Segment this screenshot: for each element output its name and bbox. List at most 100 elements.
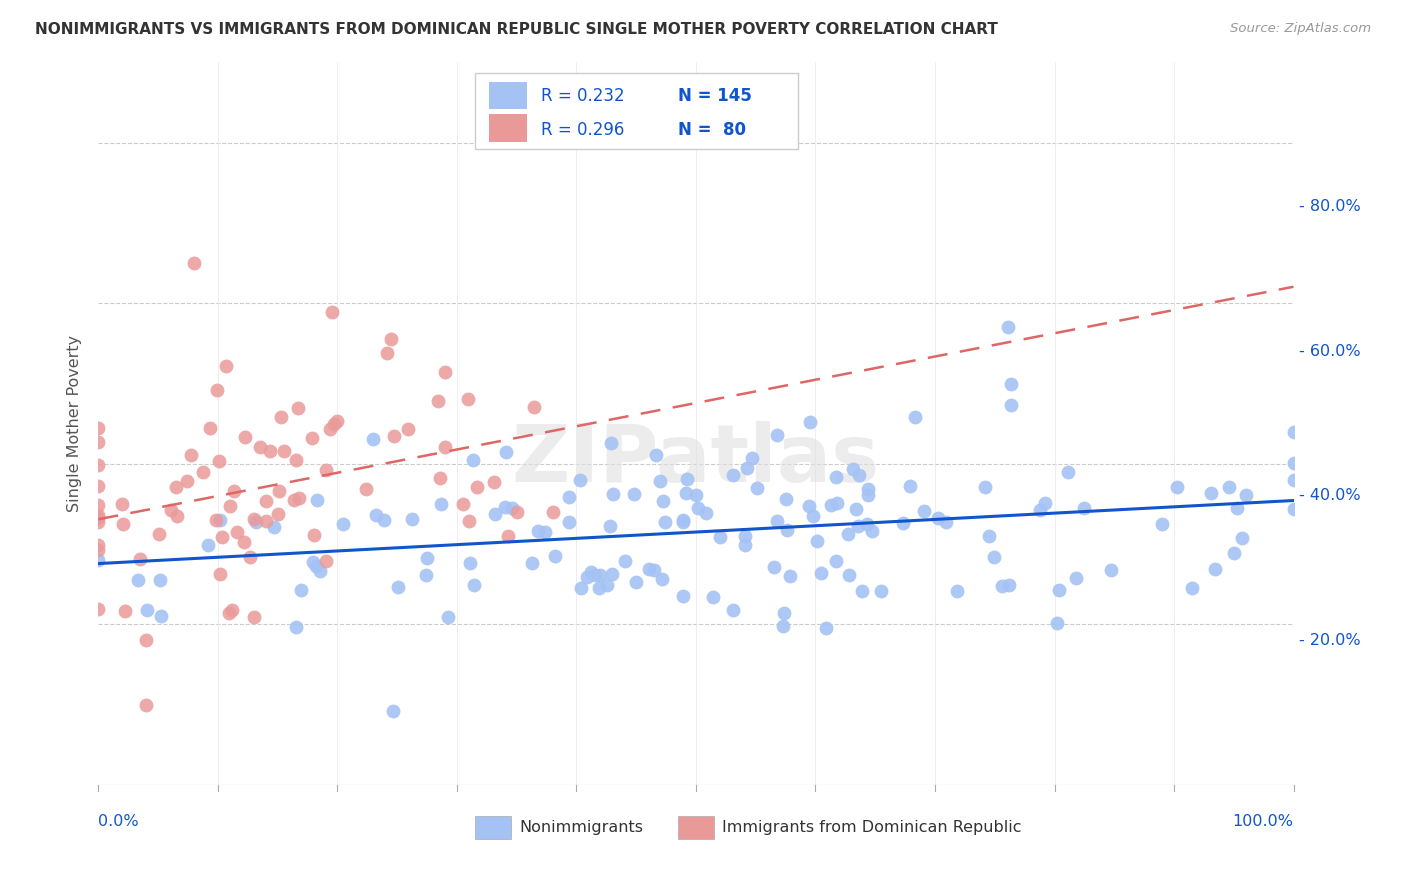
Point <box>433 440 456 454</box>
Point <box>600 566 623 581</box>
Point <box>207 383 229 397</box>
Point <box>233 535 256 549</box>
Point <box>354 482 377 496</box>
Text: R = 0.232: R = 0.232 <box>541 87 624 104</box>
Point <box>685 488 707 502</box>
Point <box>430 497 453 511</box>
Point <box>773 606 796 620</box>
Point <box>600 436 623 450</box>
Point <box>638 562 661 576</box>
Point <box>87 458 110 472</box>
Point <box>87 435 110 450</box>
Point <box>463 453 485 467</box>
Point <box>1150 516 1173 531</box>
Point <box>165 480 187 494</box>
Point <box>302 555 325 569</box>
Point <box>127 573 149 587</box>
Point <box>898 479 921 493</box>
Point <box>315 463 337 477</box>
Point <box>259 443 281 458</box>
Point <box>415 568 437 582</box>
Point <box>87 515 110 529</box>
Point <box>245 515 267 529</box>
Point <box>254 514 277 528</box>
Point <box>304 528 326 542</box>
Point <box>87 511 110 525</box>
Point <box>1199 486 1222 500</box>
Point <box>322 417 344 431</box>
Point <box>191 465 214 479</box>
Point <box>534 525 557 540</box>
Point <box>862 524 884 539</box>
Text: - 60.0%: - 60.0% <box>1299 344 1361 359</box>
Point <box>734 528 756 542</box>
Point <box>856 488 879 502</box>
Point <box>797 499 820 513</box>
Point <box>648 474 671 488</box>
Point <box>990 579 1012 593</box>
Point <box>643 563 665 577</box>
Point <box>1282 456 1305 470</box>
Point <box>1282 425 1305 440</box>
Point <box>845 501 868 516</box>
Point <box>825 496 848 510</box>
Point <box>583 567 606 582</box>
Point <box>541 505 564 519</box>
Point <box>1230 531 1253 545</box>
Point <box>361 432 384 446</box>
Point <box>484 475 506 489</box>
Point <box>382 429 405 443</box>
Point <box>837 527 859 541</box>
Point <box>267 483 290 498</box>
Point <box>225 524 247 539</box>
Point <box>254 493 277 508</box>
Point <box>870 584 893 599</box>
Point <box>838 568 860 582</box>
FancyBboxPatch shape <box>475 73 797 149</box>
Point <box>776 524 799 538</box>
Point <box>457 392 479 406</box>
Point <box>221 603 243 617</box>
Point <box>380 332 402 346</box>
Point <box>506 505 529 519</box>
Point <box>766 514 789 528</box>
Point <box>366 508 388 522</box>
Text: NONIMMIGRANTS VS IMMIGRANTS FROM DOMINICAN REPUBLIC SINGLE MOTHER POVERTY CORREL: NONIMMIGRANTS VS IMMIGRANTS FROM DOMINIC… <box>35 22 998 37</box>
Point <box>290 582 312 597</box>
Point <box>135 603 157 617</box>
Point <box>285 620 308 634</box>
Point <box>997 578 1019 592</box>
Point <box>974 480 997 494</box>
Point <box>1204 562 1226 576</box>
Point <box>463 578 485 592</box>
Point <box>267 507 290 521</box>
Point <box>1046 616 1069 631</box>
Point <box>135 633 157 648</box>
Point <box>401 512 423 526</box>
FancyBboxPatch shape <box>489 82 527 110</box>
Point <box>287 401 309 415</box>
Point <box>87 602 110 616</box>
Point <box>87 543 110 558</box>
Point <box>416 551 439 566</box>
Point <box>558 491 581 505</box>
Point <box>741 451 763 466</box>
Point <box>589 568 612 582</box>
Point <box>651 572 673 586</box>
Point <box>396 422 419 436</box>
Point <box>208 513 231 527</box>
Point <box>148 573 170 587</box>
Point <box>218 499 240 513</box>
Point <box>249 440 271 454</box>
Text: - 20.0%: - 20.0% <box>1299 633 1361 648</box>
Point <box>326 414 349 428</box>
Point <box>233 430 256 444</box>
Point <box>1181 581 1204 595</box>
Text: 0.0%: 0.0% <box>98 814 139 829</box>
Point <box>270 410 292 425</box>
Point <box>983 550 1005 565</box>
Point <box>1236 488 1258 502</box>
Point <box>675 486 697 500</box>
Point <box>283 492 305 507</box>
Point <box>1166 480 1188 494</box>
